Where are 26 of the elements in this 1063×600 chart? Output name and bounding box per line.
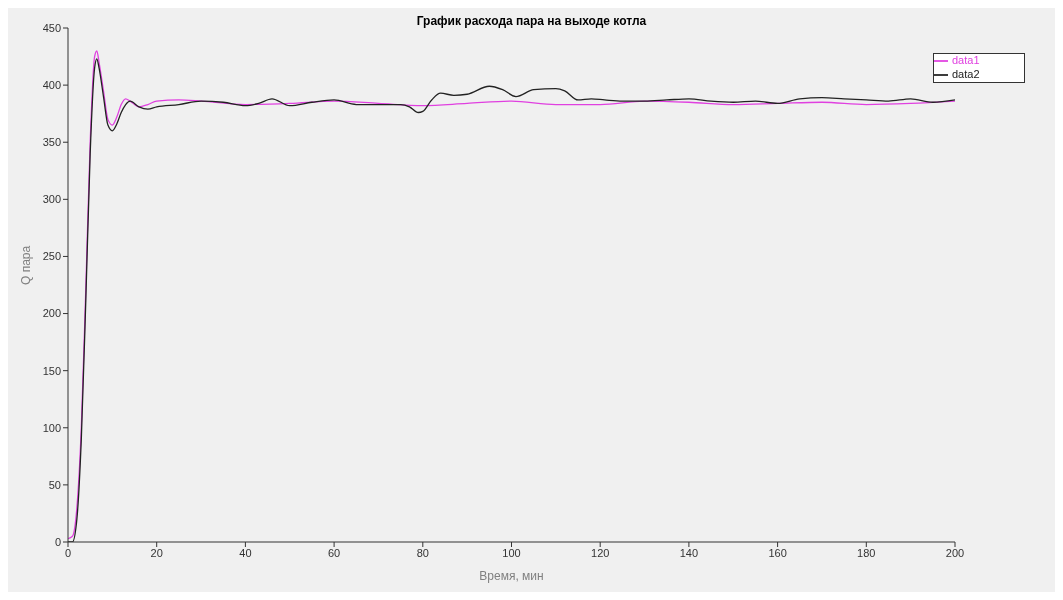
y-tick-label: 350: [42, 136, 61, 149]
x-tick-label: 80: [416, 546, 429, 559]
y-tick-label: 450: [42, 21, 61, 34]
x-tick-label: 0: [64, 546, 72, 559]
x-tick-label: 120: [591, 546, 610, 559]
x-tick-label: 20: [150, 546, 163, 559]
y-tick-label: 400: [42, 79, 61, 92]
y-tick-label: 50: [48, 478, 61, 491]
legend-label: data2: [952, 68, 980, 81]
y-tick-label: 0: [54, 535, 61, 548]
x-tick-label: 180: [857, 546, 876, 559]
legend-label: data1: [952, 54, 980, 66]
y-tick-label: 250: [42, 250, 61, 263]
x-axis-title: Время, мин: [479, 569, 544, 583]
x-tick-label: 40: [239, 546, 252, 559]
y-axis-title: Q пара: [19, 245, 34, 285]
x-tick-label: 200: [945, 546, 965, 559]
y-tick-label: 300: [42, 193, 61, 206]
y-tick-label: 200: [42, 307, 61, 320]
x-tick-label: 60: [327, 546, 341, 559]
y-tick-label: 100: [42, 421, 61, 434]
x-tick-label: 140: [679, 546, 699, 559]
x-tick-label: 160: [768, 546, 787, 559]
x-tick-label: 100: [502, 546, 521, 559]
y-tick-label: 150: [42, 364, 61, 377]
chart-title: График расхода пара на выходе котла: [416, 14, 647, 28]
